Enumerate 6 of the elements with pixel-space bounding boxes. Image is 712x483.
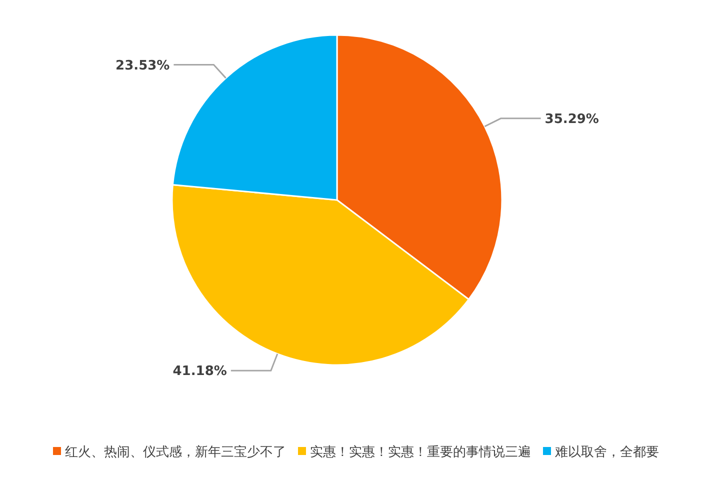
legend-label: 红火、热闹、仪式感，新年三宝少不了 bbox=[65, 444, 286, 460]
legend-label: 实惠！实惠！实惠！重要的事情说三遍 bbox=[310, 444, 531, 460]
legend-label: 难以取舍，全都要 bbox=[554, 445, 659, 460]
data-label: 35.29% bbox=[544, 112, 599, 127]
data-label: 41.18% bbox=[172, 364, 227, 380]
data-label: 23.53% bbox=[116, 58, 170, 74]
